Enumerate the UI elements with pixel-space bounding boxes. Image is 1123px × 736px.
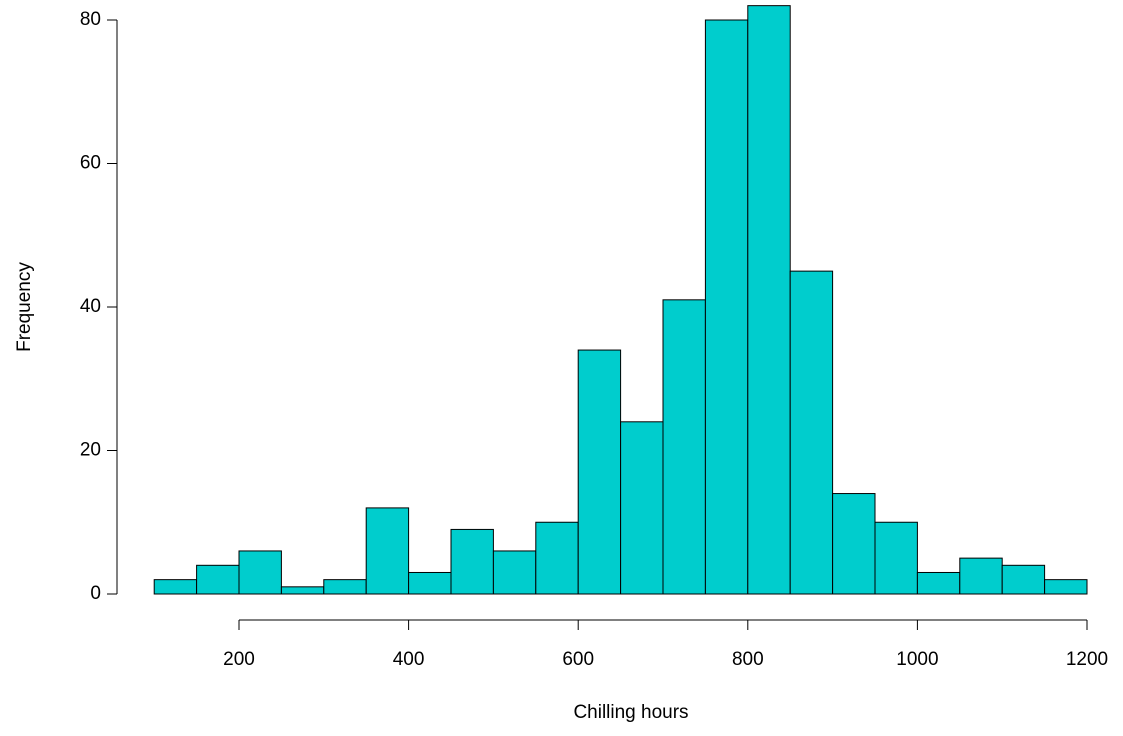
y-axis-label: Frequency (14, 262, 35, 352)
x-tick-label: 200 (223, 649, 255, 670)
bar (196, 564, 240, 595)
y-tick-label: 20 (80, 440, 101, 461)
bar (280, 586, 325, 595)
x-tick-label: 400 (393, 649, 425, 670)
bar (577, 349, 622, 595)
bar (365, 507, 410, 595)
bar (153, 579, 198, 595)
bar (789, 270, 834, 595)
bar (662, 299, 706, 595)
bar (535, 521, 579, 595)
y-tick-label: 60 (80, 153, 101, 174)
bar (959, 557, 1003, 595)
x-tick-label: 600 (562, 649, 594, 670)
bar (1044, 579, 1088, 595)
x-tick-label: 800 (732, 649, 764, 670)
bar (1001, 564, 1046, 595)
bar (620, 421, 664, 595)
bar (874, 521, 918, 595)
y-tick-label: 80 (80, 9, 101, 30)
bar (408, 571, 452, 595)
bar (747, 5, 791, 595)
bar (450, 528, 494, 595)
bar (238, 550, 282, 595)
bar (704, 19, 749, 595)
y-tick-label: 0 (90, 583, 101, 604)
x-tick-label: 1000 (896, 649, 938, 670)
bar (916, 571, 961, 595)
x-tick-label: 1200 (1066, 649, 1108, 670)
bar (832, 493, 876, 595)
x-axis-label: Chilling hours (573, 702, 688, 723)
y-tick-label: 40 (80, 296, 101, 317)
bar (323, 579, 367, 595)
bar (492, 550, 537, 595)
